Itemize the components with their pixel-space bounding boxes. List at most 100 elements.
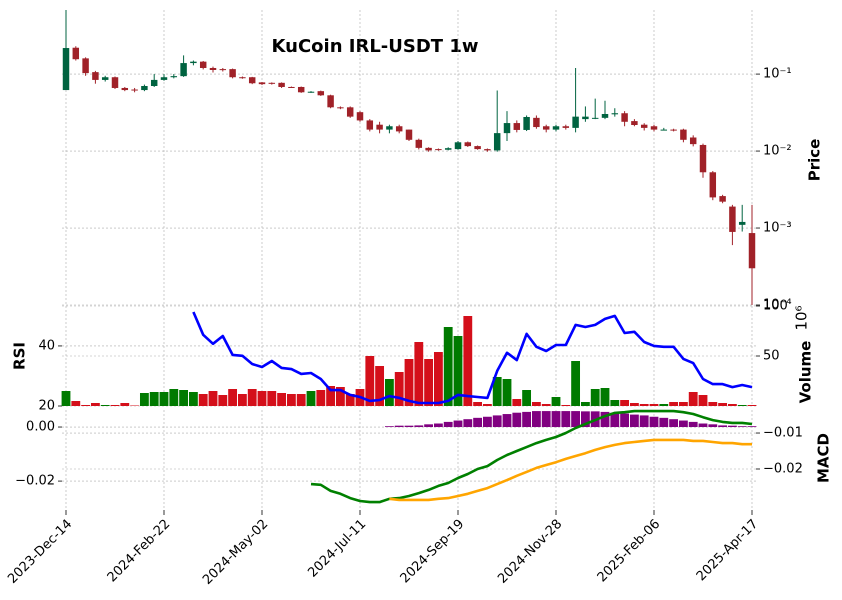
volume-bar (531, 402, 541, 406)
histogram-bar (727, 425, 737, 428)
candle-body (209, 67, 217, 70)
histogram-bar (649, 416, 659, 428)
y-tick-label: 100 (763, 299, 788, 314)
candle-body (395, 126, 403, 132)
histogram-bar (600, 411, 610, 428)
volume-bar (708, 402, 718, 406)
volume-scale-label: 10⁶ (793, 305, 811, 330)
candle-body (297, 86, 305, 93)
candle-body (150, 79, 158, 87)
volume-axis-label: Volume (797, 341, 815, 404)
candle-body (601, 113, 609, 118)
candle-body (533, 117, 540, 128)
candle-body (660, 129, 668, 131)
candle-body (111, 77, 119, 88)
volume-bar (404, 359, 414, 406)
volume-bar (267, 391, 277, 406)
histogram-bar (678, 420, 688, 428)
volume-bar (208, 391, 218, 406)
candle-body (82, 58, 89, 74)
candle-body (513, 123, 521, 130)
volume-bar (551, 397, 561, 406)
candle-body (523, 116, 530, 130)
histogram-bar (698, 423, 708, 428)
histogram-bar (531, 411, 541, 428)
volume-bar (159, 392, 169, 406)
candle-body (640, 124, 648, 128)
volume-bar (179, 390, 189, 406)
candle-body (268, 82, 276, 84)
candle-body (239, 77, 246, 79)
candle-body (621, 113, 628, 122)
candle-body (425, 147, 432, 151)
macd-axis-label: MACD (815, 433, 833, 483)
histogram-bar (708, 424, 718, 428)
histogram-bar (492, 415, 502, 428)
candle-body (542, 126, 550, 130)
histogram-bar (571, 411, 581, 428)
volume-bar (61, 391, 71, 406)
candle-body (229, 69, 236, 78)
volume-bar (90, 403, 100, 406)
candle-body (170, 76, 178, 78)
candle-body (670, 129, 677, 131)
candle-body (190, 61, 197, 64)
candle-body (650, 126, 658, 130)
volume-bar (600, 388, 610, 406)
candle-body (729, 206, 736, 232)
histogram-bar (384, 426, 394, 428)
candle-body (454, 142, 462, 150)
rsi-axis-label: RSI (11, 342, 29, 370)
volume-bar (463, 316, 473, 406)
histogram-bar (404, 425, 414, 428)
histogram-bar (473, 417, 483, 428)
volume-bar (257, 391, 267, 406)
volume-bar (453, 336, 463, 406)
histogram-bar (541, 411, 551, 428)
candle-body (562, 126, 570, 128)
candle-body (552, 126, 560, 130)
candle-body (258, 82, 266, 85)
x-tick-label: 2025-Apr-17 (694, 517, 761, 584)
volume-bar (571, 361, 581, 406)
candle-body (709, 172, 717, 198)
y-tick-label: 0.00 (26, 420, 55, 435)
candle-body (366, 120, 374, 130)
histogram-bar (394, 425, 404, 428)
candle-body (62, 48, 70, 91)
volume-bar (277, 393, 287, 406)
volume-bar (669, 402, 679, 406)
candle-body (591, 117, 599, 119)
candle-body (484, 149, 491, 151)
volume-bar (482, 404, 492, 406)
candle-body (317, 91, 325, 96)
candle-body (748, 233, 756, 269)
y-tick-label: 10⁻³ (763, 221, 792, 236)
volume-bar (414, 342, 424, 406)
candle-body (219, 69, 227, 71)
volume-bar (296, 394, 306, 406)
candle-body (288, 86, 295, 88)
histogram-bar (610, 412, 620, 428)
x-tick-label: 2024-Jul-11 (305, 517, 369, 581)
volume-bar (218, 395, 228, 406)
volume-bar (306, 391, 316, 406)
volume-bar (237, 394, 247, 406)
candle-body (101, 77, 109, 80)
y-tick-label: 40 (38, 338, 55, 353)
candle-body (415, 139, 423, 148)
histogram-bar (747, 426, 757, 428)
candle-body (444, 148, 452, 150)
candle-body (689, 137, 697, 145)
volume-bar (580, 402, 590, 406)
volume-bar (610, 400, 620, 406)
volume-bar (228, 389, 238, 406)
indicator-line (310, 409, 753, 504)
histogram-bar (718, 425, 728, 428)
histogram-bar (669, 419, 679, 428)
histogram-bar (453, 420, 463, 428)
volume-bar (365, 356, 375, 406)
candle-body (719, 196, 726, 202)
histogram-bar (620, 413, 630, 428)
candle-body (278, 82, 285, 87)
